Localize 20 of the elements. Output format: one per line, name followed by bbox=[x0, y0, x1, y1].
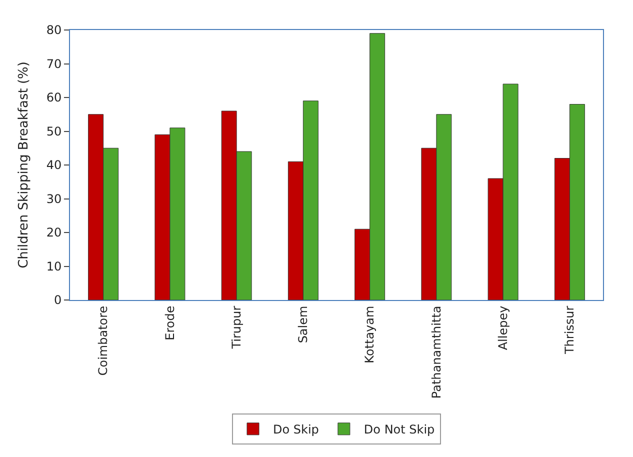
x-tick-label: Allepey bbox=[496, 306, 510, 350]
y-tick-label: 60 bbox=[46, 90, 62, 105]
y-tick-label: 70 bbox=[46, 56, 62, 71]
x-tick-label: Thrissur bbox=[562, 306, 577, 356]
x-tick-label: Erode bbox=[162, 306, 177, 340]
y-tick-label: 0 bbox=[54, 293, 62, 308]
y-tick-label: 20 bbox=[46, 226, 62, 240]
legend-label: Do Not Skip bbox=[364, 422, 435, 437]
x-tick-label: Salem bbox=[296, 306, 310, 344]
y-tick-label: 50 bbox=[46, 124, 62, 138]
y-tick-label: 10 bbox=[46, 259, 62, 274]
y-tick-label: 80 bbox=[46, 23, 62, 38]
x-tick-label: Pathanamthitta bbox=[429, 306, 444, 399]
x-tick-label: Tirupur bbox=[229, 306, 244, 350]
x-tick-label: Coimbatore bbox=[96, 306, 110, 376]
legend-label: Do Skip bbox=[273, 422, 319, 437]
y-tick-label: 30 bbox=[46, 192, 62, 206]
y-axis-title: Children Skipping Breakfast (%) bbox=[16, 62, 32, 268]
y-tick-label: 40 bbox=[46, 158, 62, 172]
x-tick-label: Kottayam bbox=[362, 306, 377, 364]
